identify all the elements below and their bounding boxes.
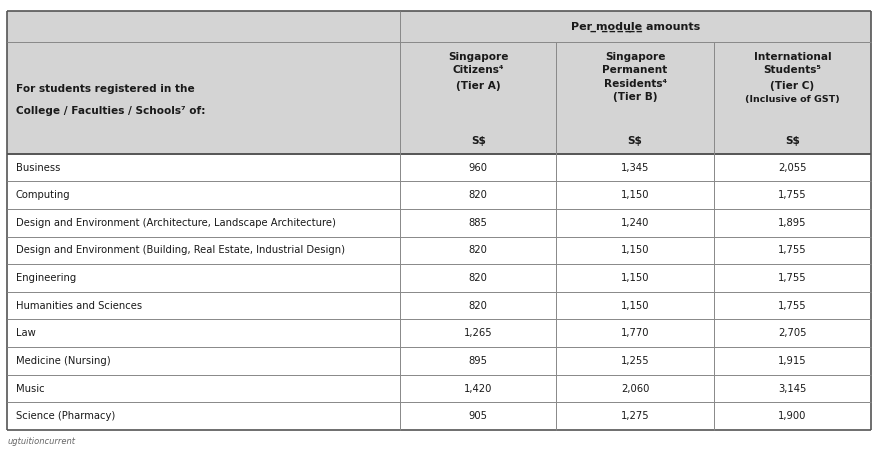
Text: Law: Law: [16, 328, 35, 338]
Text: Per ̲m̲o̲d̲u̲l̲e̲ amounts: Per ̲m̲o̲d̲u̲l̲e̲ amounts: [570, 21, 699, 31]
Text: Residents⁴: Residents⁴: [602, 79, 666, 89]
Text: 1,900: 1,900: [777, 411, 806, 421]
Text: 820: 820: [468, 245, 488, 255]
Text: Engineering: Engineering: [16, 273, 76, 283]
Text: 895: 895: [468, 356, 488, 366]
Text: 2,060: 2,060: [620, 384, 649, 394]
Text: (Tier A): (Tier A): [455, 81, 500, 91]
Text: 2,055: 2,055: [777, 162, 806, 172]
Text: Science (Pharmacy): Science (Pharmacy): [16, 411, 115, 421]
Bar: [7, 347, 870, 375]
Text: 1,240: 1,240: [620, 218, 649, 228]
Text: 1,770: 1,770: [620, 328, 649, 338]
Text: Singapore: Singapore: [604, 51, 665, 61]
Bar: [7, 154, 870, 182]
Text: 1,895: 1,895: [777, 218, 806, 228]
Bar: [7, 402, 870, 430]
Text: 960: 960: [468, 162, 488, 172]
Bar: [7, 11, 870, 41]
Text: Design and Environment (Building, Real Estate, Industrial Design): Design and Environment (Building, Real E…: [16, 245, 345, 255]
Text: Business: Business: [16, 162, 61, 172]
Bar: [7, 237, 870, 264]
Text: International: International: [752, 51, 831, 61]
Text: 1,150: 1,150: [620, 273, 649, 283]
Text: S$: S$: [784, 136, 799, 146]
Text: 1,345: 1,345: [620, 162, 649, 172]
Text: 1,150: 1,150: [620, 190, 649, 200]
Text: For students registered in the: For students registered in the: [16, 84, 195, 94]
Bar: [7, 41, 870, 154]
Text: Citizens⁴: Citizens⁴: [452, 65, 503, 75]
Text: 885: 885: [468, 218, 488, 228]
Text: 820: 820: [468, 301, 488, 311]
Text: 3,145: 3,145: [777, 384, 806, 394]
Text: College / Faculties / Schools⁷ of:: College / Faculties / Schools⁷ of:: [16, 106, 205, 116]
Text: 1,755: 1,755: [777, 245, 806, 255]
Text: Medicine (Nursing): Medicine (Nursing): [16, 356, 111, 366]
Bar: [7, 319, 870, 347]
Bar: [7, 182, 870, 209]
Text: Computing: Computing: [16, 190, 70, 200]
Text: ugtuitioncurrent: ugtuitioncurrent: [7, 437, 75, 446]
Text: 1,755: 1,755: [777, 273, 806, 283]
Text: 1,275: 1,275: [620, 411, 649, 421]
Bar: [7, 209, 870, 237]
Text: 820: 820: [468, 190, 488, 200]
Text: (Tier B): (Tier B): [612, 92, 657, 102]
Text: Music: Music: [16, 384, 45, 394]
Text: S$: S$: [627, 136, 642, 146]
Text: 1,755: 1,755: [777, 190, 806, 200]
Text: 1,420: 1,420: [464, 384, 492, 394]
Text: (Tier C): (Tier C): [769, 81, 814, 91]
Text: 1,265: 1,265: [463, 328, 492, 338]
Text: 1,255: 1,255: [620, 356, 649, 366]
Bar: [7, 264, 870, 292]
Text: 905: 905: [468, 411, 488, 421]
Bar: [7, 375, 870, 402]
Text: Humanities and Sciences: Humanities and Sciences: [16, 301, 142, 311]
Bar: [7, 292, 870, 319]
Text: 820: 820: [468, 273, 488, 283]
Text: Singapore: Singapore: [447, 51, 508, 61]
Text: 1,915: 1,915: [777, 356, 806, 366]
Text: Design and Environment (Architecture, Landscape Architecture): Design and Environment (Architecture, La…: [16, 218, 335, 228]
Text: 1,755: 1,755: [777, 301, 806, 311]
Text: 1,150: 1,150: [620, 301, 649, 311]
Text: S$: S$: [470, 136, 485, 146]
Text: 2,705: 2,705: [777, 328, 806, 338]
Text: 1,150: 1,150: [620, 245, 649, 255]
Text: Permanent: Permanent: [602, 65, 667, 75]
Text: (Inclusive of GST): (Inclusive of GST): [744, 95, 838, 104]
Text: Students⁵: Students⁵: [762, 65, 820, 75]
